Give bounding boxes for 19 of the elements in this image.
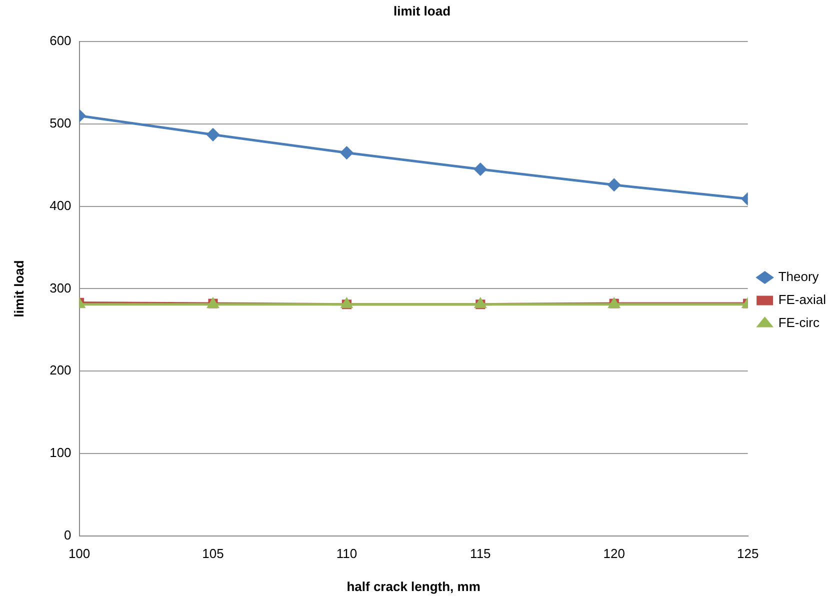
x-tick-label: 105 [202, 546, 224, 562]
x-tick-label: 100 [68, 546, 90, 562]
legend-label: Theory [778, 269, 820, 284]
y-tick-label: 300 [50, 280, 72, 296]
y-tick-label: 600 [50, 33, 72, 48]
y-tick-label: 400 [50, 198, 72, 213]
x-tick-label: 125 [736, 546, 759, 562]
legend-label: FE-axial [778, 292, 826, 308]
x-tick-label: 120 [603, 546, 625, 562]
chart-title: limit load [393, 3, 451, 18]
y-tick-label: 0 [64, 527, 72, 542]
x-tick-label: 115 [470, 546, 491, 562]
x-tick-label: 110 [336, 546, 358, 562]
y-tick-label: 100 [50, 445, 72, 460]
y-axis-title: limit load [11, 260, 26, 318]
legend-label: FE-circ [778, 315, 820, 330]
y-tick-label: 500 [50, 116, 72, 131]
x-axis-title: half crack length, mm [346, 578, 480, 594]
y-tick-label: 200 [50, 362, 72, 378]
